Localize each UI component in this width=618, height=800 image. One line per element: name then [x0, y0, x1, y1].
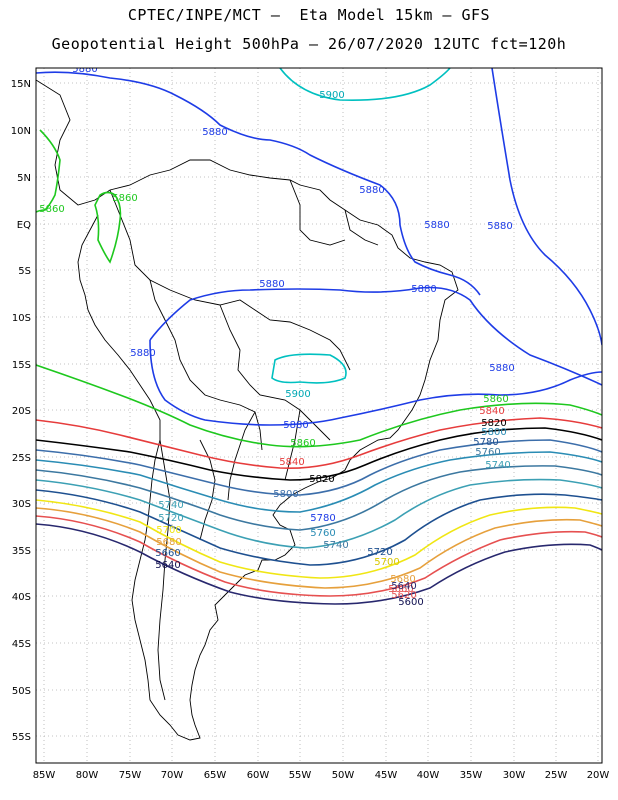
contour-label: 5660 [155, 548, 180, 559]
lon-tick-label: 80W [76, 770, 99, 781]
contour-label: 5740 [323, 540, 348, 551]
contour-label: 5600 [398, 597, 423, 608]
lat-tick-label: 40S [12, 592, 31, 603]
lat-tick-label: 35S [12, 546, 31, 557]
longitude-tick-labels: 85W 80W 75W 70W 65W 60W 55W 50W 45W 40W 35W 30W 25W 2… [33, 770, 610, 781]
lon-tick-label: 35W [460, 770, 483, 781]
contour-label: 5880 [411, 284, 436, 295]
lat-tick-label: 50S [12, 686, 31, 697]
contour-label: 5880 [259, 279, 284, 290]
contour-label: 5640 [391, 581, 416, 592]
contour-label: 5740 [158, 500, 183, 511]
contour-label: 5900 [319, 90, 344, 101]
contour-label: 5880 [283, 420, 308, 431]
contour-label: 5800 [273, 489, 298, 500]
lat-tick-label: 15N [11, 79, 31, 90]
contour-label: 5740 [485, 460, 510, 471]
contour-label: 5880 [202, 127, 227, 138]
lon-tick-label: 70W [161, 770, 184, 781]
contour-label: 5860 [39, 204, 64, 215]
lat-tick-label: 5S [18, 266, 31, 277]
lon-tick-label: 85W [33, 770, 56, 781]
lon-tick-label: 50W [332, 770, 355, 781]
contour-label: 5780 [310, 513, 335, 524]
lat-lon-grid [36, 68, 602, 763]
contour-label: 5840 [279, 457, 304, 468]
lon-tick-label: 60W [247, 770, 270, 781]
contour-label: 5760 [310, 528, 335, 539]
lat-tick-label: 5N [17, 173, 31, 184]
lat-tick-label: 15S [12, 360, 31, 371]
contour-label: 5800 [481, 427, 506, 438]
contour-label: 5780 [473, 437, 498, 448]
map-frame [35, 67, 603, 764]
contour-label: 5880 [487, 221, 512, 232]
lat-tick-label: 10S [12, 313, 31, 324]
map-title-line1: CPTEC/INPE/MCT – Eta Model 15km – GFS [127, 6, 491, 24]
contour-label: 5880 [359, 185, 384, 196]
contour-label: 5880 [130, 348, 155, 359]
contour-label: 5620 [391, 590, 416, 601]
contour-label: 5700 [374, 557, 399, 568]
contour-label: 5640 [155, 560, 180, 571]
lon-tick-label: 20W [587, 770, 610, 781]
lon-tick-label: 30W [503, 770, 526, 781]
contour-label: 5680 [156, 537, 181, 548]
contour-label: 5900 [285, 389, 310, 400]
contour-label: 5680 [390, 574, 415, 585]
contour-label: 5820 [481, 418, 506, 429]
contour-label: 5720 [158, 513, 183, 524]
lat-tick-label: 20S [12, 406, 31, 417]
contour-label: 5660 [388, 584, 413, 595]
contour-label: 5760 [475, 447, 500, 458]
contour-label: 5860 [483, 394, 508, 405]
contour-label: 5880 [489, 363, 514, 374]
contour-label: 5720 [367, 547, 392, 558]
contour-label: 5880 [424, 220, 449, 231]
contour-label: 5840 [479, 406, 504, 417]
contour-labels: 5880 5900 5880 5860 5860 5880 5880 5880 5880 5880… [39, 64, 514, 608]
contour-label: 5880 [72, 64, 97, 75]
contour-label: 5700 [156, 525, 181, 536]
lon-tick-label: 40W [417, 770, 440, 781]
latitude-tick-labels: 15N 10N 5N EQ 5S 10S 15S 20S 25S 30S 35S 40S 45S 50S 5… [11, 79, 31, 743]
lon-tick-label: 45W [375, 770, 398, 781]
map-title-line2: Geopotential Height 500hPa – 26/07/2020 … [51, 35, 567, 53]
lat-tick-label: EQ [17, 220, 31, 231]
lon-tick-label: 65W [204, 770, 227, 781]
lat-tick-label: 10N [11, 126, 31, 137]
contour-label: 5860 [290, 438, 315, 449]
lat-tick-label: 55S [12, 732, 31, 743]
lon-tick-label: 25W [545, 770, 568, 781]
lat-tick-label: 25S [12, 453, 31, 464]
lat-tick-label: 30S [12, 499, 31, 510]
contour-label: 5860 [112, 193, 137, 204]
contour-label: 5820 [309, 474, 334, 485]
lon-tick-label: 75W [119, 770, 142, 781]
lat-tick-label: 45S [12, 639, 31, 650]
contour-lines [36, 68, 602, 605]
coastline-borders [36, 79, 459, 741]
lon-tick-label: 55W [289, 770, 312, 781]
